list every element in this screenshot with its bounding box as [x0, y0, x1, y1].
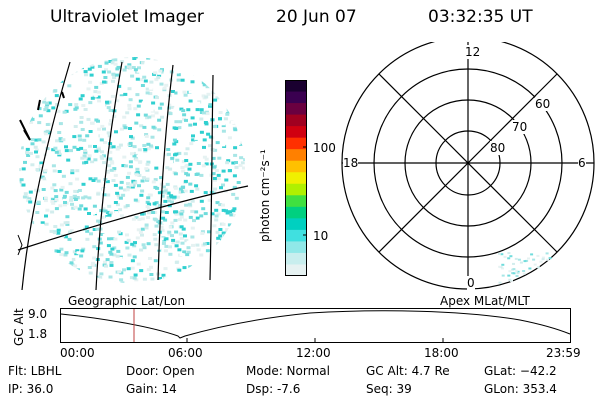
colorbar-band	[285, 80, 307, 93]
timeline-xtick-2359: 23:59	[546, 346, 581, 360]
colorbar-band	[285, 183, 307, 196]
date-label: 20 Jun 07	[276, 7, 357, 27]
colorbar-band	[285, 252, 307, 265]
timeline-ytick-high: 9.0	[28, 307, 48, 321]
status-flt: Flt: LBHL	[8, 364, 62, 378]
timeline-ytick-low: 1.8	[28, 327, 48, 341]
geographic-label: Geographic Lat/Lon	[68, 294, 186, 308]
longitude-lines	[21, 61, 214, 291]
app-title: Ultraviolet Imager	[50, 7, 204, 27]
status-gain: Gain: 14	[126, 382, 177, 396]
colorbar-band	[285, 195, 307, 208]
mlt-label-12: 12	[464, 45, 482, 59]
status-mode: Mode: Normal	[246, 364, 330, 378]
timeline-xtick-0600: 06:00	[168, 346, 203, 360]
mlt-label-18: 18	[343, 156, 359, 170]
colorbar-band	[285, 103, 307, 116]
apex-label: Apex MLat/MLT	[440, 294, 530, 308]
mlat-label-70: 70	[512, 120, 528, 134]
status-glon: GLon: 353.4	[484, 382, 557, 396]
uv-intensity-speckle	[19, 57, 245, 283]
mlat-label-80: 80	[490, 141, 506, 155]
colorbar-tick-10: 10	[313, 229, 329, 243]
colorbar-band	[285, 126, 307, 139]
colorbar	[285, 80, 307, 276]
timeline-xtick-0000: 00:00	[60, 346, 95, 360]
colorbar-unit-label: photon cm⁻²s⁻¹	[258, 149, 272, 242]
colorbar-band	[285, 241, 307, 254]
colorbar-tick-100: 100	[313, 141, 336, 155]
mlat-label-60: 60	[535, 97, 551, 111]
status-ip: IP: 36.0	[8, 382, 54, 396]
timeline-xtick-1200: 12:00	[296, 346, 331, 360]
mlt-label-0: 0	[467, 276, 475, 290]
timeline-xtick-1800: 18:00	[424, 346, 459, 360]
timeline-ylabel: GC Alt	[12, 308, 26, 346]
colorbar-band	[285, 160, 307, 173]
colorbar-band	[285, 172, 307, 185]
colorbar-band	[285, 218, 307, 231]
geographic-image	[17, 57, 249, 291]
colorbar-band	[285, 229, 307, 242]
colorbar-band	[285, 149, 307, 162]
status-glat: GLat: −42.2	[484, 364, 557, 378]
coastline-marks	[19, 91, 65, 141]
latitude-line	[17, 185, 249, 251]
polar-plot	[341, 42, 595, 290]
altitude-timeline	[60, 308, 571, 343]
altitude-curve	[60, 310, 571, 339]
colorbar-band	[285, 114, 307, 127]
status-gc-alt: GC Alt: 4.7 Re	[366, 364, 450, 378]
colorbar-band	[285, 137, 307, 150]
status-dsp: Dsp: -7.6	[246, 382, 301, 396]
status-seq: Seq: 39	[366, 382, 412, 396]
status-door: Door: Open	[126, 364, 195, 378]
colorbar-band	[285, 206, 307, 219]
colorbar-band	[285, 91, 307, 104]
mlt-label-6: 6	[578, 156, 586, 170]
time-label: 03:32:35 UT	[428, 7, 533, 27]
colorbar-band	[285, 264, 307, 276]
